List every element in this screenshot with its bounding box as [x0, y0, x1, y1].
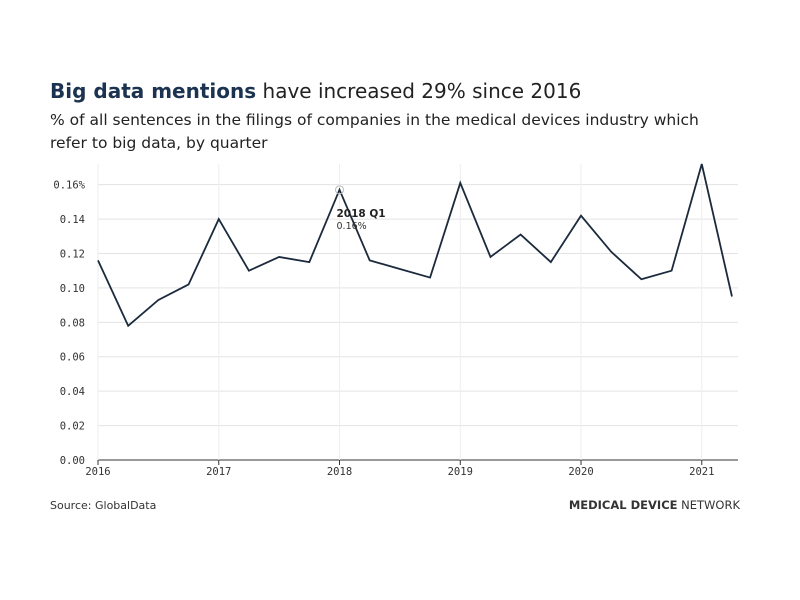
y-tick-label: 0.10 — [60, 283, 85, 295]
x-tick-label: 2020 — [568, 466, 593, 478]
y-tick-label: 0.04 — [60, 386, 85, 398]
y-tick-label: 0.14 — [60, 214, 85, 226]
subtitle-line: refer to big data, by quarter — [50, 134, 268, 152]
subtitle-line: % of all sentences in the filings of com… — [50, 111, 699, 129]
line — [97, 163, 733, 328]
hover-marker — [335, 185, 345, 195]
brand: MEDICAL DEVICE NETWORK — [569, 498, 741, 512]
annotation-value: 0.16% — [337, 221, 367, 232]
x-tick-label: 2019 — [448, 466, 473, 478]
y-tick-label: 0.12 — [60, 248, 85, 260]
y-tick-label: 0.06 — [60, 352, 85, 364]
annotation-label: 2018 Q1 — [337, 208, 386, 220]
title-rest: have increased 29% since 2016 — [263, 79, 582, 103]
y-tick-label: 0.02 — [60, 421, 85, 433]
x-tick-label: 2018 — [327, 466, 352, 478]
brand-rest: NETWORK — [681, 498, 740, 512]
x-tick-label: 2017 — [206, 466, 231, 478]
source: Source: GlobalData — [50, 499, 156, 512]
brand-bold: MEDICAL DEVICE — [569, 498, 678, 512]
chart-title: Big data mentions have increased 29% sin… — [50, 79, 581, 103]
title-highlight: Big data mentions — [50, 79, 256, 103]
x-tick-label: 2021 — [689, 466, 714, 478]
y-tick-label: 0.00 — [60, 455, 85, 467]
y-tick-label: 0.16% — [53, 180, 85, 192]
x-tick-label: 2016 — [85, 466, 110, 478]
y-tick-label: 0.08 — [60, 317, 85, 329]
